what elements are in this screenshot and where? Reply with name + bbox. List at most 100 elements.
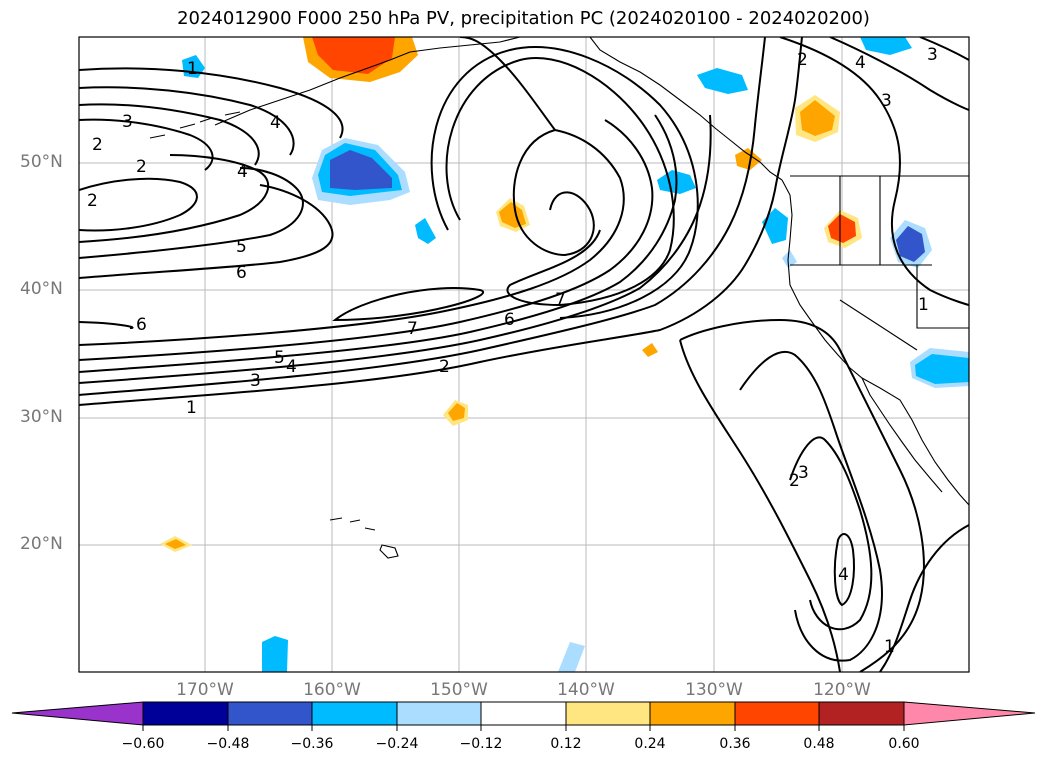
colorbar-bin <box>734 701 820 726</box>
colorbar-ticks <box>142 725 905 731</box>
contour-label: 4 <box>270 113 281 133</box>
pv-contour-ne-2 <box>829 37 969 111</box>
contour-label-layer: 1 2 3 4 5 6 7 1 2 3 4 5 6 7 2 2 3 4 6 2 … <box>87 45 938 657</box>
map-background <box>79 37 969 672</box>
colorbar-tick-label: 0.36 <box>719 736 751 752</box>
pv-contour-ridge-1 <box>445 57 675 307</box>
pv-contour-east-se <box>879 524 969 672</box>
colorbar-tick-label: 0.24 <box>634 736 666 752</box>
contour-label: 1 <box>884 637 895 657</box>
precip-negative-bottom1 <box>262 636 288 672</box>
colorbar-tick-label: −0.60 <box>121 736 165 752</box>
pv-contour-east-trough-2 <box>739 350 883 662</box>
colorbar-bin <box>227 701 313 726</box>
precip-negative-bottom2 <box>558 642 585 672</box>
pv-contour-east-trough-3 <box>789 436 873 631</box>
contour-label: 2 <box>797 50 808 70</box>
colorbar-extend-high <box>903 701 1036 726</box>
pv-contour-7-west <box>79 321 134 329</box>
contour-label: 2 <box>439 357 450 377</box>
lat-label: 30°N <box>20 407 63 427</box>
precip-negative-small-mid <box>415 218 436 244</box>
contour-label: 3 <box>122 112 133 132</box>
pv-contour-ridge-2 <box>430 46 699 319</box>
precip-positive-alaska-core <box>312 37 395 74</box>
coastline-baja <box>861 377 943 493</box>
contour-label: 2 <box>789 471 800 491</box>
contour-label: 4 <box>286 357 297 377</box>
border-states <box>790 176 969 351</box>
precip-positive-35n <box>642 343 658 357</box>
lon-label: 130°W <box>685 680 743 700</box>
contour-label: 3 <box>927 45 938 65</box>
pv-contour-3-south <box>79 114 712 384</box>
contour-label: 7 <box>555 290 566 310</box>
pv-contour-1-south <box>79 37 803 406</box>
pv-contour-ne-3 <box>919 37 969 61</box>
precip-positive-30n-core <box>448 403 465 421</box>
pv-contour-west-top-2 <box>79 86 295 156</box>
contour-label: 4 <box>855 53 866 73</box>
pv-contour-4-south <box>79 114 678 373</box>
colorbar-tick-label: −0.36 <box>290 736 334 752</box>
pv-contour-ridge-outer <box>459 37 595 257</box>
colorbar-bin <box>396 701 482 726</box>
lon-label: 160°W <box>303 680 361 700</box>
pv-contour-west-loop <box>79 177 198 232</box>
colorbar-tick-label: −0.48 <box>206 736 250 752</box>
colorbar-bin <box>649 701 736 726</box>
contour-label: 6 <box>236 263 247 283</box>
pv-contour-2-south <box>79 37 766 396</box>
pv-contour-7-south <box>332 287 484 322</box>
lon-label: 120°W <box>813 680 871 700</box>
contour-label: 5 <box>274 348 285 368</box>
pv-contour-ne-1 <box>779 37 969 306</box>
precip-negative-arizona-core <box>915 354 969 384</box>
pv-contour-5-south <box>79 119 654 361</box>
precip-positive-bc-core <box>800 100 835 136</box>
colorbar-tick-label: 0.12 <box>550 736 582 752</box>
contour-label: 5 <box>236 237 247 257</box>
precip-negative-bc1 <box>697 68 748 94</box>
colorbar-tick-label: −0.24 <box>375 736 419 752</box>
pv-contour-west-6 <box>79 184 334 279</box>
pv-contour-east-south <box>679 339 841 672</box>
colorbar-bin <box>565 701 651 726</box>
contour-label: 4 <box>237 162 248 182</box>
lat-label: 40°N <box>20 279 63 299</box>
colorbar-tick-label: −0.12 <box>459 736 503 752</box>
map-title: 2024012900 F000 250 hPa PV, precipitatio… <box>177 8 870 29</box>
colorbar-bin <box>480 701 567 726</box>
contour-label: 3 <box>798 463 809 483</box>
contour-label: 2 <box>87 191 98 211</box>
colorbar-bin <box>142 701 229 726</box>
precip-positive-145w-core <box>499 202 526 228</box>
contour-label: 6 <box>136 315 147 335</box>
pv-contour-west-top-3 <box>79 103 260 166</box>
contour-label: 3 <box>250 371 261 391</box>
precip-positive-idaho-mid <box>828 214 856 243</box>
coastlines <box>149 37 969 559</box>
pv-contour-west-top-4 <box>79 118 214 171</box>
pv-contour-west-top-1 <box>79 67 344 139</box>
colorbar-tick-label: 0.60 <box>888 736 920 752</box>
lat-label: 50°N <box>20 152 63 172</box>
colorbar-extend-low <box>11 701 144 726</box>
map-frame <box>78 36 970 673</box>
coastline-westcoast <box>781 179 969 506</box>
contour-label: 7 <box>407 319 418 339</box>
colorbar-bin <box>818 701 905 726</box>
contour-label: 2 <box>92 135 103 155</box>
coastline-hawaii <box>329 517 399 559</box>
colorbar-bin <box>311 701 398 726</box>
colorbar <box>11 701 1036 731</box>
coastline-panhandle <box>589 37 783 181</box>
precip-positive-vancouver <box>735 148 762 170</box>
lon-label: 170°W <box>176 680 234 700</box>
coastline-aleutians <box>149 111 241 139</box>
contour-label: 1 <box>918 295 929 315</box>
contour-label: 1 <box>186 398 197 418</box>
coastline-alaska <box>214 37 521 126</box>
precip-negative-wyoming-core <box>896 226 925 262</box>
precip-negative-gulf-core <box>330 150 392 190</box>
